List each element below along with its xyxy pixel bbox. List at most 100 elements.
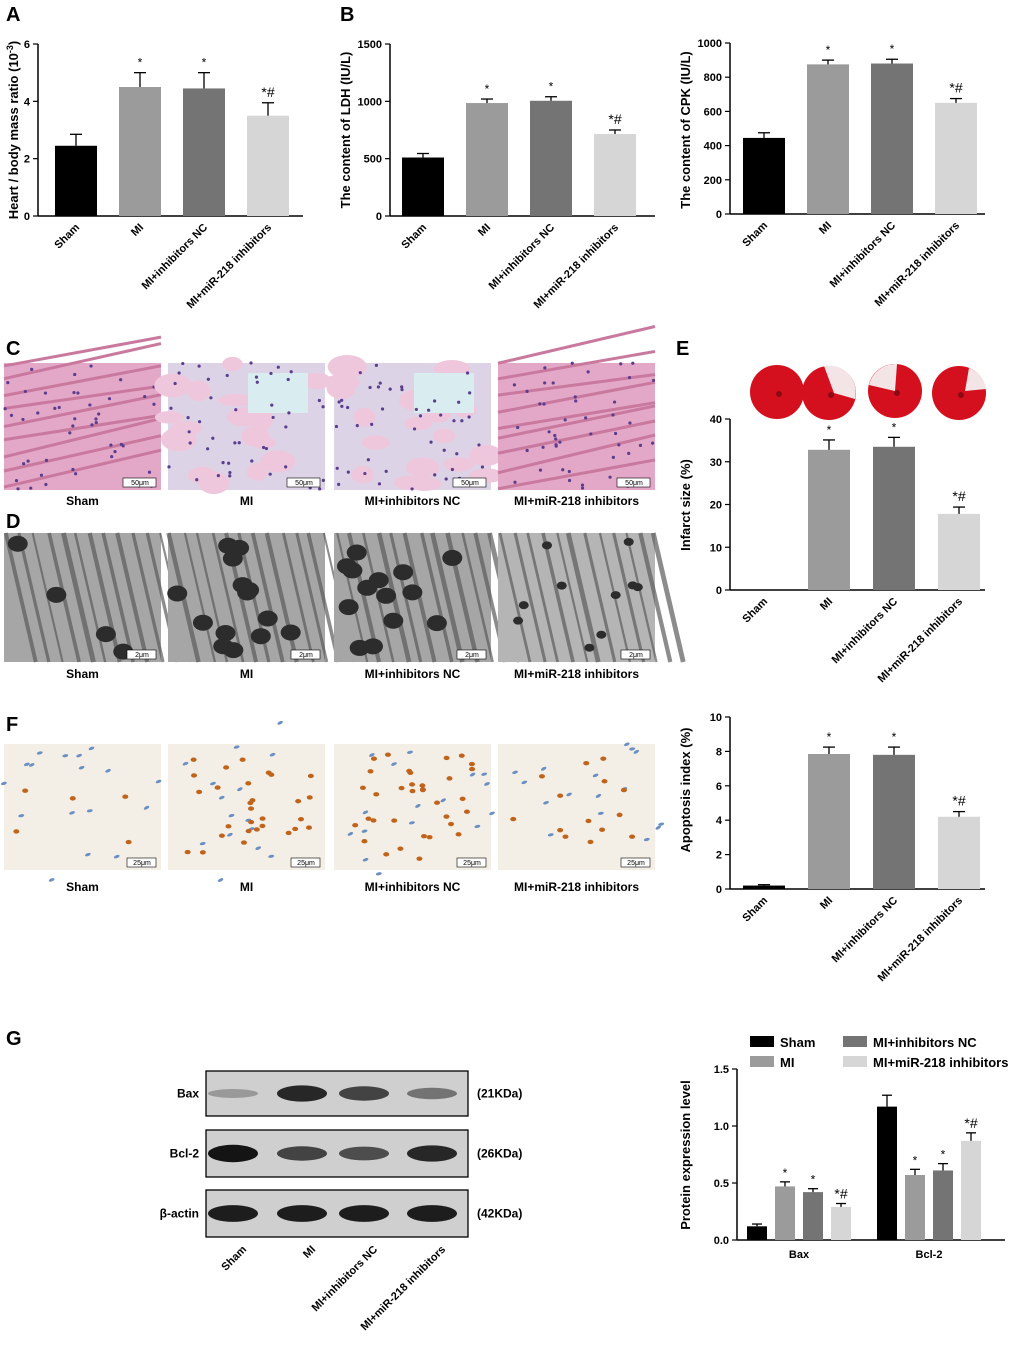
apoptotic-nucleus [190, 757, 197, 762]
scale-bar-box [452, 477, 487, 488]
bar-mi [808, 753, 850, 889]
nucleus [289, 370, 293, 374]
apoptotic-nucleus [459, 796, 466, 802]
sarcomere-band [498, 532, 532, 663]
negative-nucleus [484, 782, 490, 786]
panel-letter-f: F [6, 714, 18, 736]
he-stain-image-1: 50μm MI [154, 356, 332, 508]
blot-size-label: (21KDa) [477, 1087, 522, 1101]
nucleus [337, 482, 341, 487]
scale-bar-label: 50μm [461, 480, 479, 487]
apoptotic-nucleus [383, 852, 390, 857]
sarcomere-band [650, 532, 686, 663]
image-label: Sham [66, 880, 99, 894]
y-tick-label: 30 [710, 457, 722, 469]
apoptotic-nucleus [191, 773, 198, 778]
nucleus [376, 385, 381, 389]
nucleus [57, 405, 61, 410]
apoptotic-nucleus [419, 787, 426, 793]
nucleus [321, 478, 325, 482]
nucleus [255, 380, 259, 384]
nucleus [173, 381, 177, 386]
apoptotic-nucleus [367, 769, 374, 774]
nucleus [525, 448, 529, 453]
tissue-fragment [327, 354, 367, 379]
he-stain-image-3: 50μm MI+miR-218 inhibitors [497, 325, 656, 508]
nucleus [113, 450, 117, 454]
apoptotic-nucleus [253, 827, 260, 832]
y-tick-label: 10 [710, 542, 722, 554]
tem-image-2: 2μm MI+inhibitors NC [334, 532, 522, 681]
lumen [894, 390, 900, 396]
nucleus [44, 482, 48, 487]
sarcomere-band [625, 532, 658, 663]
x-tick-label: Sham [740, 894, 770, 924]
mitochondrion [402, 584, 423, 601]
negative-nucleus [633, 749, 640, 754]
mitochondrion [215, 625, 236, 642]
nucleus [205, 447, 210, 451]
panel-letter-c: C [6, 338, 20, 360]
nucleus [525, 389, 529, 393]
mitochondrion [213, 638, 234, 655]
significance-label: * [202, 56, 207, 70]
protein-band [339, 1205, 389, 1222]
negative-nucleus [62, 754, 69, 758]
negative-nucleus [237, 787, 243, 792]
nucleus [181, 361, 185, 366]
negative-nucleus [218, 795, 225, 800]
mitochondrion [257, 610, 278, 627]
legend-swatch [843, 1056, 867, 1067]
nucleus [450, 467, 454, 472]
nucleus [68, 431, 72, 435]
nucleus [619, 362, 623, 366]
nucleus [346, 405, 350, 410]
mitochondrion [7, 535, 28, 552]
significance-label: * [485, 82, 490, 96]
bar-mi [119, 87, 161, 216]
negative-nucleus [481, 772, 488, 776]
mitochondrion [596, 630, 607, 639]
negative-nucleus [415, 803, 421, 808]
negative-nucleus [268, 854, 275, 858]
muscle-fiber [497, 433, 656, 475]
negative-nucleus [86, 809, 93, 813]
nucleus [586, 370, 590, 374]
nucleus [318, 487, 322, 491]
y-tick-label: 600 [704, 106, 722, 118]
nucleus [109, 443, 113, 447]
ttc-heart-slices [750, 363, 986, 420]
muscle-fiber [497, 401, 656, 430]
negative-nucleus [69, 811, 75, 815]
y-tick-label: 0.5 [714, 1178, 729, 1190]
y-axis-label: Heart / body mass ratio (10-3) [5, 41, 21, 220]
tissue-fragment [353, 407, 376, 427]
nucleus [628, 421, 632, 425]
negative-nucleus [269, 752, 276, 757]
sarcomere-band [17, 532, 51, 663]
y-tick-label: 0 [376, 211, 382, 223]
muscle-fiber [3, 434, 162, 473]
apoptotic-nucleus [416, 856, 423, 861]
nucleus [36, 411, 40, 415]
nucleus [97, 412, 101, 416]
apoptotic-nucleus [365, 816, 372, 821]
nucleus [284, 425, 288, 429]
image-label: MI [240, 880, 253, 894]
mitochondrion [541, 541, 552, 550]
apoptotic-nucleus [125, 839, 132, 845]
negative-nucleus [543, 801, 549, 805]
nucleus [22, 462, 26, 466]
nucleus [195, 478, 199, 482]
muscle-fiber [3, 335, 162, 368]
panel-letter-e: E [676, 338, 689, 360]
negative-nucleus [76, 753, 82, 758]
apoptotic-nucleus [458, 753, 465, 758]
sarcomere-band [430, 532, 465, 663]
lane-label: Sham [219, 1243, 249, 1273]
nucleus [368, 385, 372, 390]
nucleus [94, 417, 98, 421]
nucleus [264, 446, 269, 451]
nucleus [442, 448, 446, 452]
negative-nucleus [489, 811, 495, 816]
